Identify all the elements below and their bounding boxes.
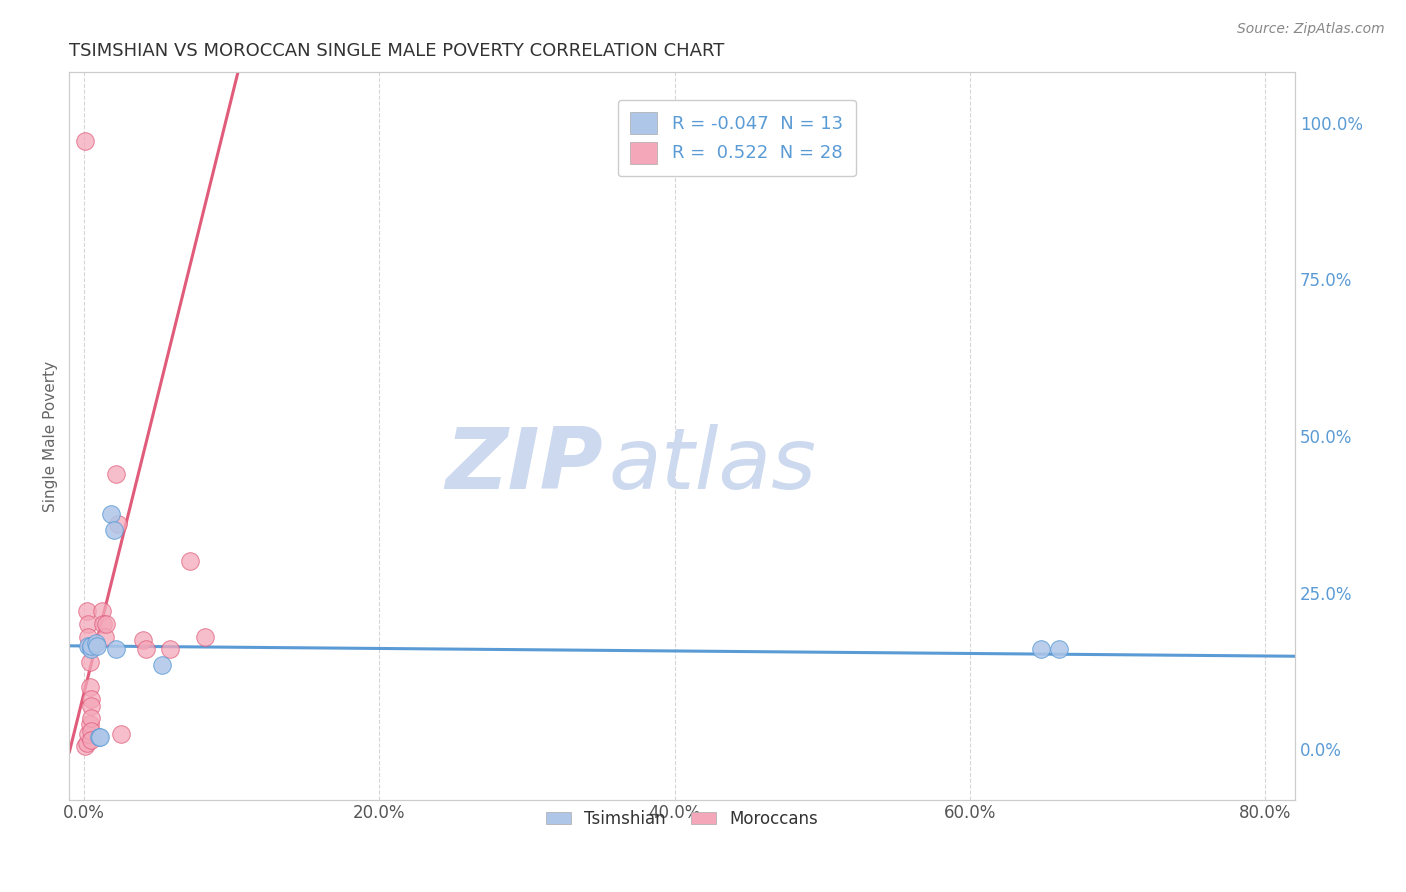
Point	[80, 733, 103, 747]
Point	[79, 655, 101, 669]
Point	[1029, 642, 1052, 657]
Point	[76, 736, 98, 750]
Point	[86, 639, 108, 653]
Point	[79, 717, 101, 731]
Point	[87, 730, 110, 744]
Point	[107, 516, 129, 531]
Point	[150, 657, 173, 672]
Point	[91, 617, 114, 632]
Point	[105, 642, 128, 657]
Point	[76, 605, 98, 619]
Point	[79, 639, 101, 653]
Point	[77, 630, 100, 644]
Point	[84, 636, 107, 650]
Point	[80, 711, 103, 725]
Point	[110, 727, 132, 741]
Point	[132, 632, 155, 647]
Point	[135, 642, 157, 657]
Point	[179, 554, 201, 568]
Point	[77, 727, 100, 741]
Point	[77, 617, 100, 632]
Point	[80, 639, 103, 653]
Y-axis label: Single Male Poverty: Single Male Poverty	[44, 360, 58, 511]
Text: atlas: atlas	[609, 424, 817, 507]
Point	[80, 723, 103, 738]
Point	[103, 523, 125, 537]
Text: ZIP: ZIP	[444, 424, 602, 507]
Point	[159, 642, 181, 657]
Point	[194, 630, 217, 644]
Point	[79, 680, 101, 694]
Point	[1047, 642, 1070, 657]
Point	[80, 692, 103, 706]
Point	[75, 134, 97, 148]
Point	[77, 639, 100, 653]
Point	[89, 730, 111, 744]
Point	[90, 605, 112, 619]
Text: Source: ZipAtlas.com: Source: ZipAtlas.com	[1237, 22, 1385, 37]
Legend: Tsimshian, Moroccans: Tsimshian, Moroccans	[540, 804, 825, 835]
Point	[93, 630, 115, 644]
Point	[105, 467, 128, 481]
Point	[80, 642, 103, 657]
Point	[94, 617, 117, 632]
Point	[75, 739, 97, 754]
Text: TSIMSHIAN VS MOROCCAN SINGLE MALE POVERTY CORRELATION CHART: TSIMSHIAN VS MOROCCAN SINGLE MALE POVERT…	[69, 42, 724, 60]
Point	[100, 508, 122, 522]
Point	[80, 698, 103, 713]
